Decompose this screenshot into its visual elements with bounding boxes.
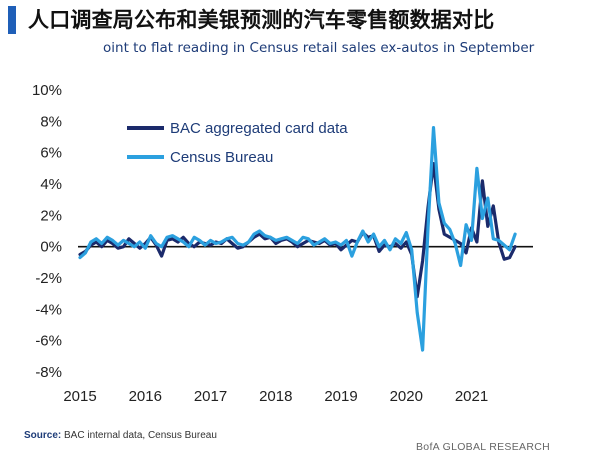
series-lines <box>78 125 517 352</box>
y-tick-label: 6% <box>40 145 62 162</box>
y-tick-label: -2% <box>35 270 62 287</box>
y-tick-label: -8% <box>35 364 62 381</box>
source-label: Source: <box>24 430 62 441</box>
source-text: BAC internal data, Census Bureau <box>64 430 217 441</box>
brand-footer: BofA GLOBAL RESEARCH <box>416 441 550 453</box>
x-tick-label: 2017 <box>194 388 227 405</box>
source-note: Source: BAC internal data, Census Bureau <box>24 430 217 441</box>
y-axis-ticks: 10% 8% 6% 4% 2% 0% -2% -4% -6% -8% <box>32 82 62 381</box>
y-tick-label: -6% <box>35 333 62 350</box>
y-tick-label: 4% <box>40 176 62 193</box>
title-accent-bar <box>8 6 16 34</box>
x-axis-ticks: 2015 2016 2017 2018 2019 2020 2021 <box>63 388 488 405</box>
legend-item-census-label: Census Bureau <box>170 149 273 166</box>
y-tick-label: -4% <box>35 301 62 318</box>
x-tick-label: 2019 <box>324 388 357 405</box>
y-tick-label: 0% <box>40 239 62 256</box>
x-tick-label: 2015 <box>63 388 96 405</box>
page-title: 人口调查局公布和美银预测的汽车零售额数据对比 <box>28 8 495 32</box>
legend-item-bac-label: BAC aggregated card data <box>170 120 348 137</box>
x-tick-label: 2016 <box>129 388 162 405</box>
x-tick-label: 2018 <box>259 388 292 405</box>
y-tick-label: 8% <box>40 113 62 130</box>
chart-subtitle: oint to flat reading in Census retail sa… <box>103 40 535 56</box>
x-tick-label: 2020 <box>390 388 423 405</box>
chart-legend: BAC aggregated card data Census Bureau <box>127 120 348 166</box>
x-tick-label: 2021 <box>455 388 488 405</box>
y-tick-label: 10% <box>32 82 62 99</box>
y-tick-label: 2% <box>40 207 62 224</box>
series-line-census <box>78 125 517 352</box>
